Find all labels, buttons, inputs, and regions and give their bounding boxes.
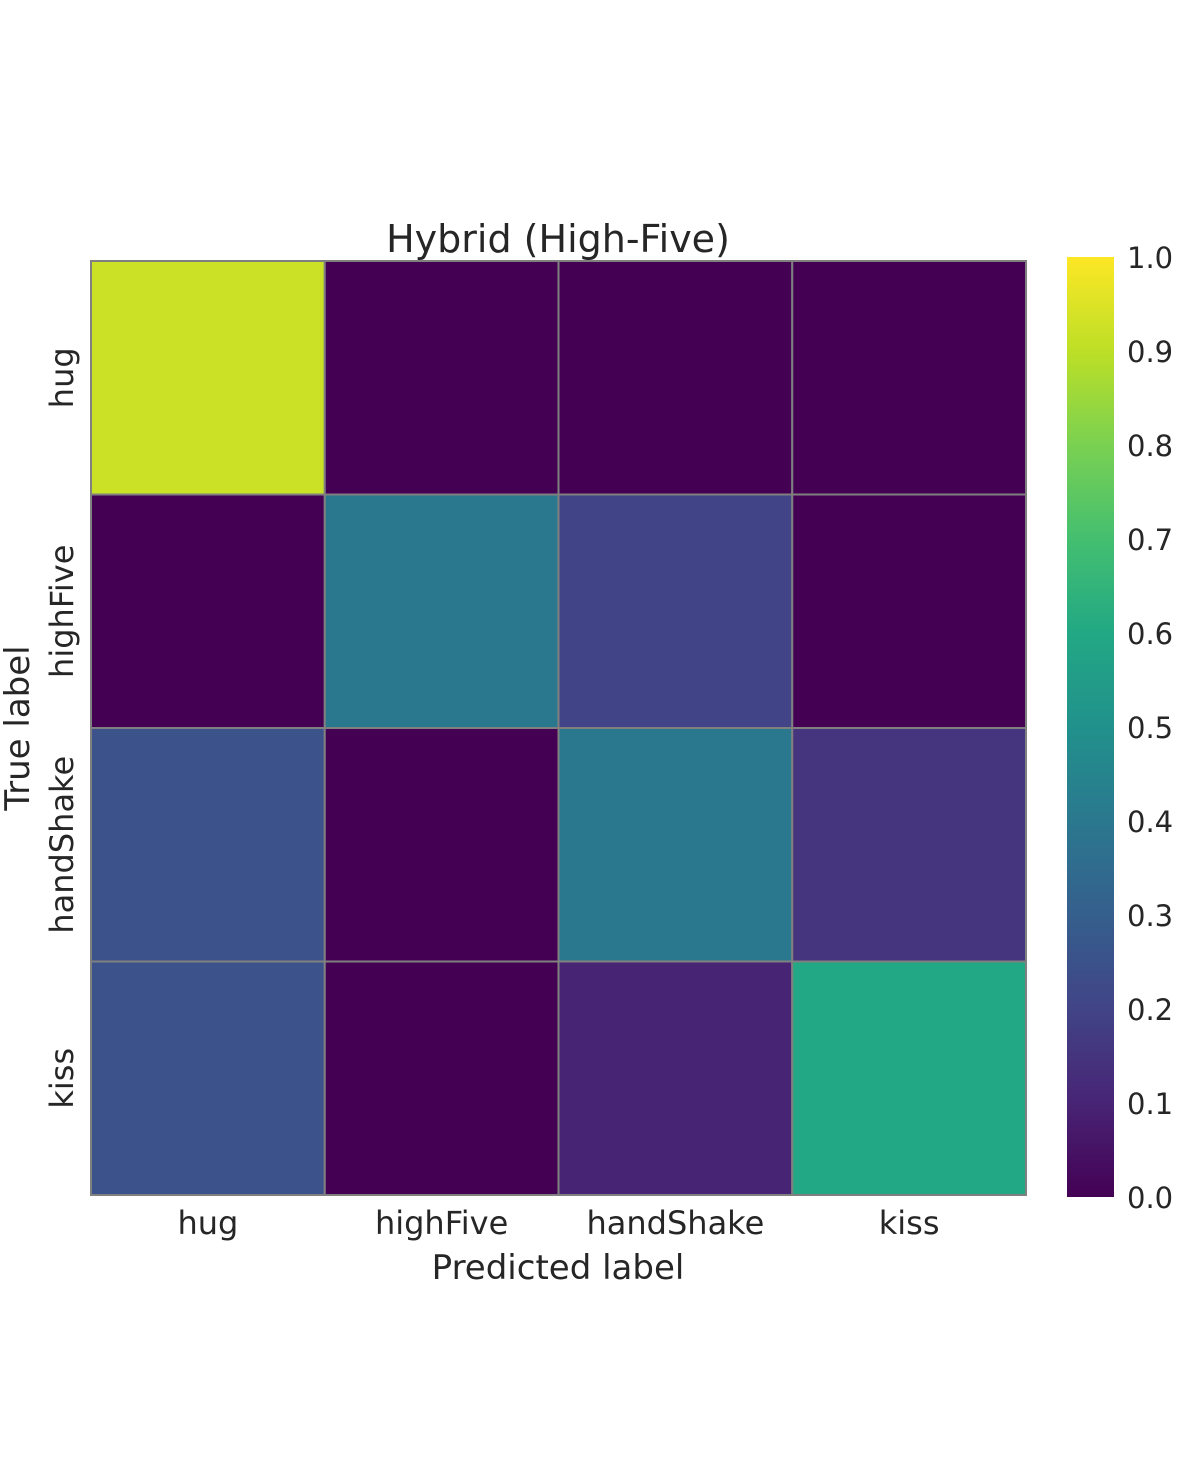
colorbar-tick-label: 0.7 <box>1127 523 1173 557</box>
heatmap-cell-kiss-highFive <box>323 960 560 1196</box>
colorbar-tick-label: 0.8 <box>1127 429 1173 463</box>
y-tick-label: kiss <box>43 1048 81 1109</box>
heatmap-cell-handShake-handShake <box>557 727 794 963</box>
heatmap-cell-hug-kiss <box>791 260 1027 496</box>
colorbar-tick-label: 0.2 <box>1127 993 1173 1027</box>
y-axis-label: True label <box>0 645 38 811</box>
heatmap-cells <box>90 260 1027 1196</box>
y-tick-labels: hug highFive handShake kiss <box>43 347 81 1108</box>
x-tick-label: kiss <box>879 1204 940 1242</box>
chart-title: Hybrid (High-Five) <box>386 217 730 261</box>
colorbar-tick-label: 1.0 <box>1127 241 1173 275</box>
heatmap-cell-handShake-highFive <box>323 727 560 963</box>
heatmap-cell-kiss-hug <box>90 960 326 1196</box>
y-tick-label: hug <box>43 347 81 408</box>
x-tick-label: highFive <box>375 1204 508 1242</box>
colorbar-tick-label: 0.1 <box>1127 1087 1173 1121</box>
heatmap-cell-highFive-highFive <box>323 493 560 729</box>
x-tick-label: handShake <box>586 1204 764 1242</box>
heatmap-cell-kiss-handShake <box>557 960 794 1196</box>
x-axis-label: Predicted label <box>432 1248 685 1288</box>
heatmap-cell-kiss-kiss <box>791 960 1027 1196</box>
colorbar-tick-label: 0.9 <box>1127 335 1173 369</box>
heatmap-cell-highFive-hug <box>90 493 326 729</box>
colorbar-tick-label: 0.3 <box>1127 899 1173 933</box>
colorbar-tick-label: 0.0 <box>1127 1181 1173 1215</box>
heatmap-cell-handShake-kiss <box>791 727 1027 963</box>
heatmap-cell-hug-hug <box>90 260 326 496</box>
y-tick-label: highFive <box>43 545 81 678</box>
colorbar-tick-labels: 0.0 0.1 0.2 0.3 0.4 0.5 0.6 0.7 0.8 0.9 1.0 <box>1127 241 1173 1215</box>
heatmap-cell-highFive-handShake <box>557 493 794 729</box>
heatmap-cell-handShake-hug <box>90 727 326 963</box>
colorbar-tick-label: 0.5 <box>1127 711 1173 745</box>
heatmap-cell-highFive-kiss <box>791 493 1027 729</box>
heatmap-cell-hug-highFive <box>323 260 560 496</box>
y-tick-label: handShake <box>43 756 81 934</box>
colorbar-tick-label: 0.4 <box>1127 805 1173 839</box>
colorbar-tick-label: 0.6 <box>1127 617 1173 651</box>
colorbar <box>1067 257 1114 1197</box>
x-tick-label: hug <box>177 1204 238 1242</box>
heatmap-cell-hug-handShake <box>557 260 794 496</box>
x-tick-labels: hug highFive handShake kiss <box>177 1204 939 1242</box>
